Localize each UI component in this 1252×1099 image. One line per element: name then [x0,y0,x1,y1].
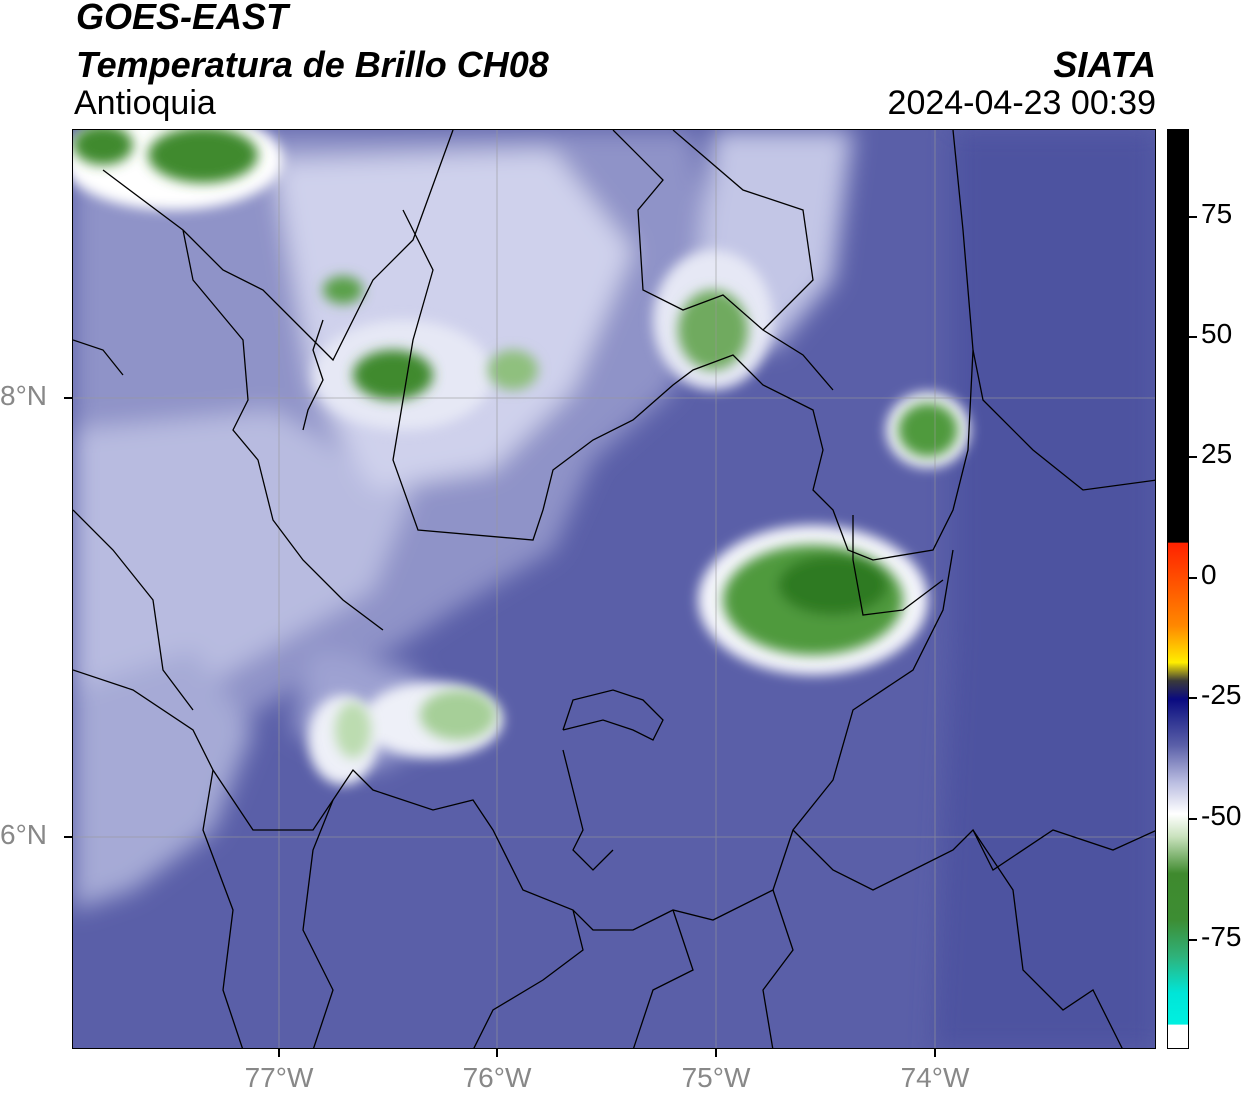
satellite-map[interactable] [72,129,1156,1049]
cold-cloud-tops [73,130,958,758]
lat-tick [64,397,72,399]
colorbar-label: 50 [1201,318,1233,349]
colorbar-tick [1189,939,1197,941]
colorbar-tick [1189,818,1197,820]
map-canvas [73,130,1155,1048]
lon-label: 77°W [244,1062,314,1093]
lon-tick [934,1049,936,1057]
lon-label: 76°W [462,1062,532,1093]
agency-label: SIATA [1053,44,1156,85]
colorbar-label: 25 [1201,438,1233,469]
lat-tick [64,836,72,838]
lat-label: 6°N [0,819,47,850]
datetime-label: 2024-04-23 00:39 [887,84,1156,122]
lon-label: 74°W [900,1062,970,1093]
colorbar-label: 0 [1201,559,1217,590]
colorbar-label: -25 [1201,679,1242,710]
region-label: Antioquia [74,84,216,122]
political-boundaries [73,130,1155,1048]
lon-tick [715,1049,717,1057]
colorbar [1167,129,1189,1049]
colorbar-label: 75 [1201,198,1233,229]
lon-label: 75°W [681,1062,751,1093]
colorbar-tick [1189,216,1197,218]
colorbar-tick [1189,577,1197,579]
colorbar-gradient [1168,130,1188,1048]
colorbar-tick [1189,456,1197,458]
lon-tick [496,1049,498,1057]
colorbar-label: -75 [1201,921,1242,952]
colorbar-tick [1189,697,1197,699]
lighter-band-field [73,130,1155,1048]
colorbar-tick [1189,336,1197,338]
product-title: Temperatura de Brillo CH08 [76,44,549,85]
colorbar-label: -50 [1201,800,1242,831]
satellite-title: GOES-EAST [76,0,289,37]
lat-label: 8°N [0,380,47,411]
lon-tick [278,1049,280,1057]
